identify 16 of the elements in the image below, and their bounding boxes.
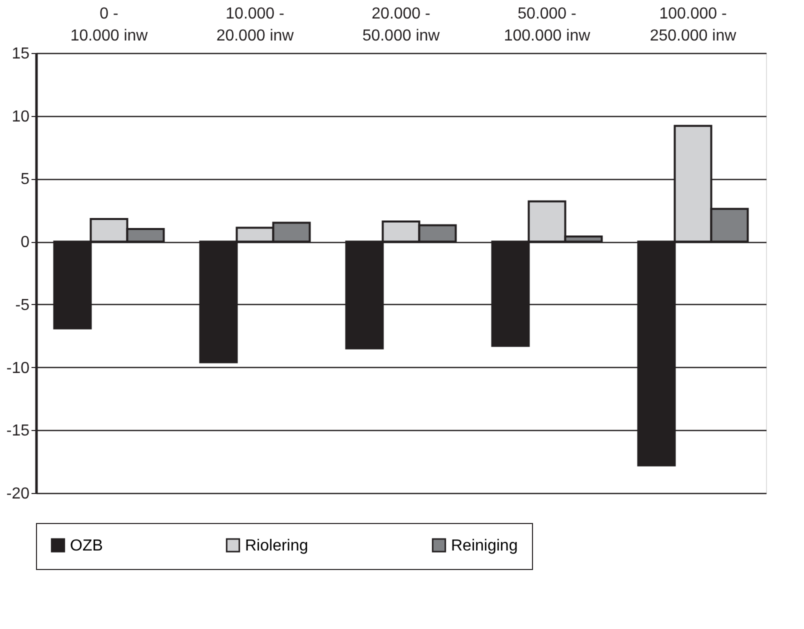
y-tick-label: 15: [12, 46, 30, 62]
x-tick-label: 100.000 - 250.000 inw: [650, 6, 737, 44]
y-tick-label: -10: [6, 360, 30, 377]
legend-label: Reiniging: [451, 537, 518, 554]
y-tick-label: -15: [6, 422, 30, 440]
y-tick-label: 5: [20, 171, 30, 188]
legend-label: Riolering: [245, 537, 308, 554]
y-tick-label: -20: [6, 486, 30, 502]
x-tick-label: 10.000 - 20.000 inw: [216, 6, 294, 44]
x-tick-label: 20.000 - 50.000 inw: [362, 6, 440, 44]
y-tick-label: 10: [12, 108, 30, 126]
y-tick-label: -5: [15, 296, 30, 314]
legend-label: OZB: [70, 537, 103, 554]
x-tick-label: 0 - 10.000 inw: [70, 6, 148, 44]
y-tick-label: 0: [20, 234, 30, 252]
x-tick-label: 50.000 - 100.000 inw: [504, 6, 591, 44]
